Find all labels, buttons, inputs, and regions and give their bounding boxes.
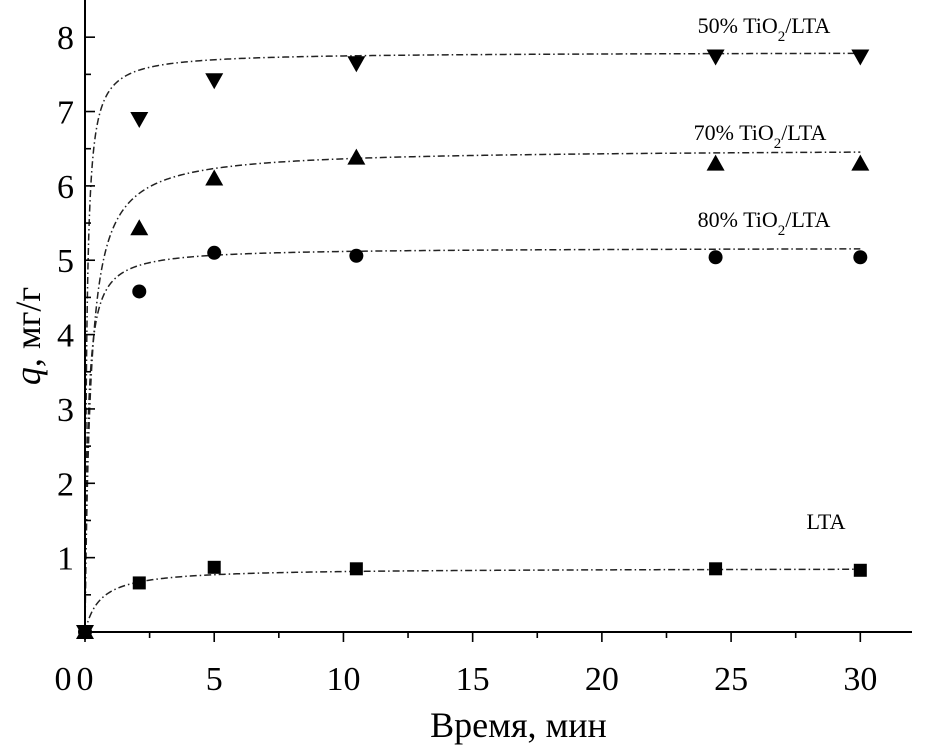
series-label: LTA: [807, 509, 846, 534]
y-axis-unit: , мг/г: [8, 287, 48, 367]
x-tick-label: 25: [714, 661, 748, 698]
series-label: 70% TiO2/LTA: [694, 120, 827, 152]
data-point: [130, 219, 149, 236]
axis-ticks: 0 5 10 15 20 25 30 1 2 3 4 5 6 7 8 0: [55, 20, 878, 698]
series-label-suffix: /LTA: [785, 13, 830, 38]
x-tick-label: 20: [585, 661, 619, 698]
data-point: [207, 245, 222, 260]
data-point: [853, 563, 867, 577]
series-label-subscript: 2: [774, 136, 782, 152]
data-point: [205, 73, 224, 90]
x-tick-label: 0: [77, 661, 94, 698]
data-point: [130, 111, 149, 128]
series-label: 80% TiO2/LTA: [698, 207, 831, 239]
x-tick-label: 10: [326, 661, 360, 698]
origin-tick-label: 0: [55, 661, 72, 698]
y-axis-symbol: q: [8, 367, 48, 385]
data-point: [851, 154, 870, 171]
x-tick-label: 5: [206, 661, 223, 698]
series-label: 50% TiO2/LTA: [698, 13, 831, 45]
data-point: [349, 248, 364, 263]
data-point: [205, 169, 224, 186]
fit-curves: [84, 52, 861, 633]
y-axis-title: q, мг/г: [8, 287, 48, 385]
y-tick-label: 5: [57, 243, 74, 280]
data-point: [853, 250, 868, 265]
data-point: [851, 49, 870, 66]
data-point: [132, 284, 147, 299]
data-point: [132, 576, 146, 590]
data-point: [706, 154, 725, 171]
y-tick-label: 2: [57, 466, 74, 503]
fit-curve: [84, 52, 861, 632]
y-tick-label: 8: [57, 20, 74, 57]
series-label-suffix: /LTA: [781, 120, 826, 145]
series-label-suffix: /LTA: [785, 207, 830, 232]
data-point: [349, 562, 363, 576]
y-tick-label: 1: [57, 541, 74, 578]
y-tick-label: 6: [57, 169, 74, 206]
fit-curve: [84, 568, 861, 633]
x-tick-label: 30: [843, 661, 877, 698]
series-label-prefix: 70% TiO: [694, 120, 774, 145]
data-point: [709, 562, 723, 576]
data-point: [347, 56, 366, 73]
y-tick-label: 4: [57, 318, 74, 355]
data-point: [207, 560, 221, 574]
data-point: [708, 250, 723, 265]
fit-curve: [84, 151, 861, 632]
series-label-subscript: 2: [778, 29, 786, 45]
series-label-subscript: 2: [778, 223, 786, 239]
x-tick-label: 15: [456, 661, 490, 698]
series-label-prefix: 80% TiO: [698, 207, 778, 232]
x-axis-title: Время, мин: [430, 705, 607, 745]
data-point: [347, 148, 366, 165]
y-tick-label: 7: [57, 95, 74, 132]
fit-curve: [84, 248, 861, 632]
y-tick-label: 3: [57, 392, 74, 429]
series-label-prefix: 50% TiO: [698, 13, 778, 38]
data-point: [706, 49, 725, 66]
data-markers: [76, 49, 870, 641]
